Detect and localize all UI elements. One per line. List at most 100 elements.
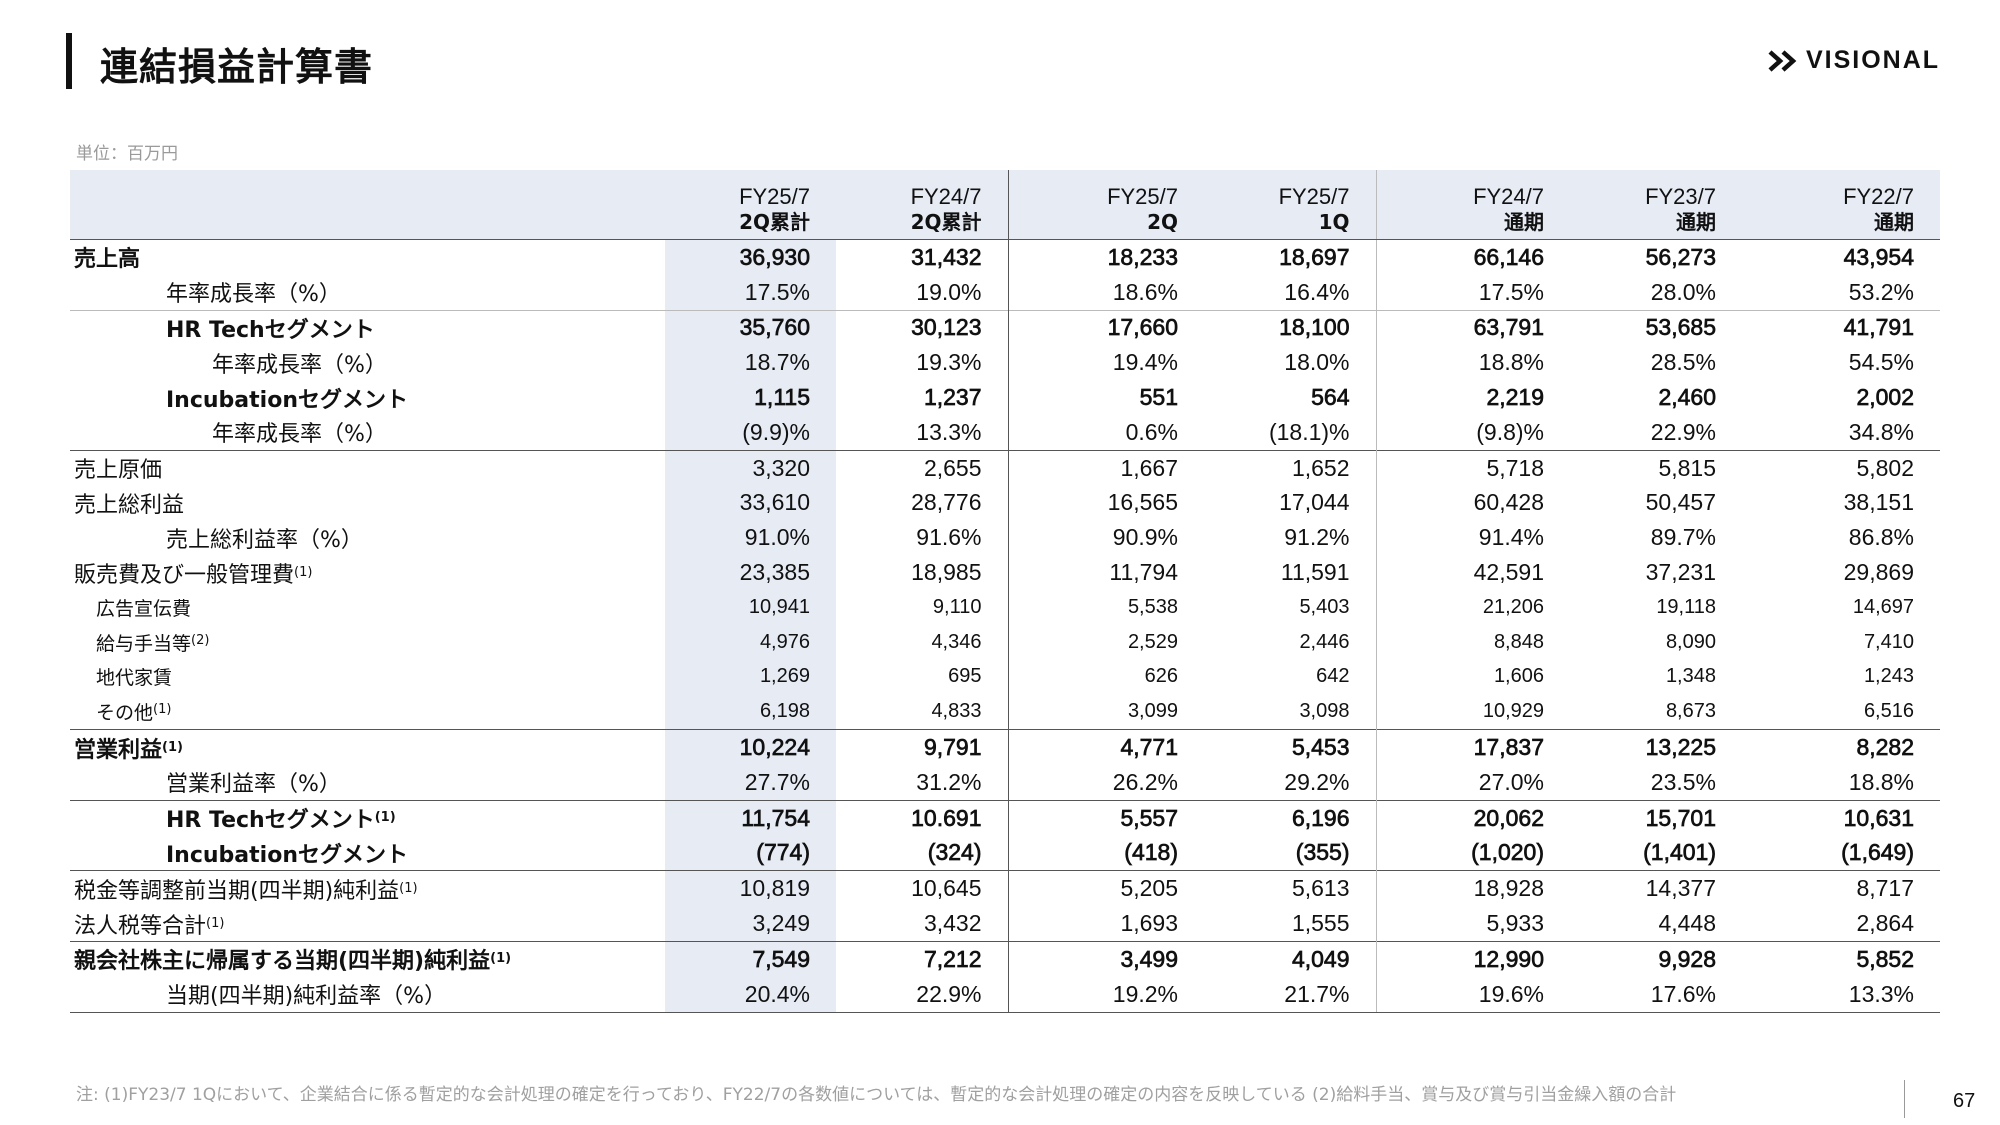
table-cell: 42,591: [1375, 555, 1570, 590]
row-label-text: 営業利益: [74, 737, 163, 763]
table-cell: 43,954: [1843, 243, 1914, 271]
table-cell: 5,718: [1375, 449, 1570, 486]
row-label-text: 当期(四半期)純利益率（%）: [166, 984, 447, 1010]
table-cell: 10.691: [836, 799, 1008, 836]
table-cell: 37,231: [1645, 559, 1716, 586]
table-row: その他(1) 6,198 4,833 3,099 3,098 10,929 8,673 6,5…: [70, 694, 1940, 730]
table-cell: 9,791: [836, 729, 1008, 765]
row-label-text: 広告宣伝費: [96, 597, 192, 620]
table-cell: 19.3%: [916, 349, 982, 376]
row-label: 給与手当等(2): [70, 625, 665, 660]
table-cell: 10,224: [665, 729, 836, 765]
table-cell: (18.1)%: [1268, 418, 1350, 445]
table-cell: 27.7%: [665, 764, 836, 801]
table-cell: 20,062: [1375, 799, 1570, 836]
table-cell: (9.8)%: [1375, 414, 1570, 451]
table-cell: 26.2%: [1007, 764, 1204, 801]
table-row: 親会社株主に帰属する当期(四半期)純利益(1) 7,549 7,212 3,499 4,…: [70, 940, 1940, 977]
table-cell: 36,930: [665, 239, 836, 275]
row-label: 売上高: [70, 240, 665, 275]
table-cell: 1,243: [1863, 665, 1914, 688]
table-cell: 27.0%: [1375, 764, 1570, 801]
table-row: 広告宣伝費 10,941 9,110 5,538 5,403 21,206 19,118 14…: [70, 589, 1940, 625]
table-cell: 5,933: [1375, 906, 1570, 942]
table-cell: 18.0%: [1284, 349, 1350, 376]
page-title: 連結損益計算書: [100, 45, 374, 89]
table-cell: 86.8%: [1848, 524, 1914, 551]
column-header: FY25/7 2Q累計: [665, 170, 836, 240]
table-cell: 2,446: [1299, 630, 1350, 653]
row-label: 法人税等合計(1): [70, 906, 665, 941]
table-cell: 91.4%: [1375, 520, 1570, 556]
table-row: Incubationセグメント (774) (324) (418) (355) (1,02…: [70, 835, 1940, 871]
table-cell: 17,837: [1375, 729, 1570, 765]
title-accent-bar: [66, 33, 72, 89]
table-row: 売上総利益率（%） 91.0% 91.6% 90.9% 91.2% 91.4% 89.7% 8…: [70, 520, 1940, 556]
row-label-footnote-mark: (1): [399, 880, 418, 896]
table-cell: 551: [1007, 380, 1204, 415]
row-label: HR Techセグメント: [70, 309, 665, 346]
table-row: 当期(四半期)純利益率（%） 20.4% 22.9% 19.2% 21.7% 19.6% 1…: [70, 976, 1940, 1013]
row-label: 親会社株主に帰属する当期(四半期)純利益(1): [70, 940, 665, 977]
table-cell: 28.5%: [1650, 349, 1716, 376]
table-row: 売上総利益 33,610 28,776 16,565 17,044 60,428 50,45…: [70, 485, 1940, 521]
table-cell: 53.2%: [1848, 278, 1914, 305]
row-label-text: 給与手当等: [96, 632, 192, 655]
table-cell: 13.3%: [1742, 976, 1940, 1013]
row-label-footnote-mark: (1): [490, 951, 512, 967]
table-row: 売上原価 3,320 2,655 1,667 1,652 5,718 5,815 5,802: [70, 449, 1940, 486]
table-cell: 1,348: [1665, 665, 1716, 688]
row-label-footnote-mark: (1): [294, 564, 313, 580]
table-cell: 2,460: [1658, 384, 1716, 411]
row-label-footnote-mark: (1): [162, 739, 183, 755]
table-cell: (355): [1295, 839, 1350, 866]
table-cell: 56,273: [1645, 243, 1716, 271]
table-cell: 14,697: [1852, 595, 1914, 618]
row-label-text: 売上総利益: [74, 492, 185, 518]
table-cell: 3,098: [1299, 700, 1350, 723]
table-cell: 22.9%: [836, 976, 1008, 1013]
table-cell: 1,269: [665, 659, 836, 695]
table-cell: 89.7%: [1650, 524, 1716, 551]
row-label: 売上総利益: [70, 486, 665, 521]
table-cell: 23,385: [665, 555, 836, 590]
table-cell: 6,516: [1863, 700, 1914, 723]
row-label: その他(1): [70, 694, 665, 729]
row-label: Incubationセグメント: [70, 836, 665, 871]
row-label-text: 売上高: [74, 247, 141, 273]
table-cell: 5,538: [1007, 589, 1204, 625]
table-cell: 19,118: [1656, 595, 1716, 618]
row-label-text: 売上原価: [74, 458, 163, 484]
row-label: 年率成長率（%）: [70, 275, 665, 310]
table-cell: 18,233: [1007, 239, 1204, 275]
column-header: FY24/7 通期: [1375, 170, 1570, 240]
row-label: 営業利益(1): [70, 729, 665, 765]
table-cell: 63,791: [1375, 309, 1570, 346]
table-row: 年率成長率（%） 17.5% 19.0% 18.6% 16.4% 17.5% 28.0% 53…: [70, 274, 1940, 311]
table-cell: 53,685: [1570, 309, 1742, 346]
table-cell: 17,044: [1279, 489, 1350, 516]
table-cell: 66,146: [1375, 239, 1570, 275]
table-cell: 5,815: [1570, 449, 1742, 486]
table-cell: 8,282: [1742, 729, 1940, 765]
table-cell: 4,049: [1204, 940, 1376, 977]
table-cell: (1,020): [1375, 835, 1570, 871]
row-label-footnote-mark: (1): [206, 915, 225, 931]
table-cell: 2,529: [1007, 624, 1204, 660]
table-cell: 564: [1311, 384, 1350, 411]
table-cell: 5,613: [1204, 870, 1376, 907]
table-cell: 18.8%: [1375, 345, 1570, 381]
table-cell: 18,100: [1204, 309, 1376, 346]
header-label-cell: [70, 170, 665, 240]
table-cell: 17.6%: [1570, 976, 1742, 1013]
row-label-text: 営業利益率（%）: [166, 772, 341, 798]
double-chevron-icon: [1768, 49, 1797, 72]
row-label-text: 親会社株主に帰属する当期(四半期)純利益: [74, 949, 491, 975]
row-label-text: HR Techセグメント: [166, 317, 375, 343]
footnote: 注: (1)FY23/7 1Qにおいて、企業結合に係る暫定的な会計処理の確定を行…: [76, 1085, 1677, 1105]
table-cell: 2,219: [1375, 380, 1570, 415]
table-cell: 3,320: [665, 449, 836, 486]
row-label-text: 年率成長率（%）: [212, 352, 387, 378]
row-label: 地代家賃: [70, 660, 665, 695]
table-cell: (774): [665, 835, 836, 871]
